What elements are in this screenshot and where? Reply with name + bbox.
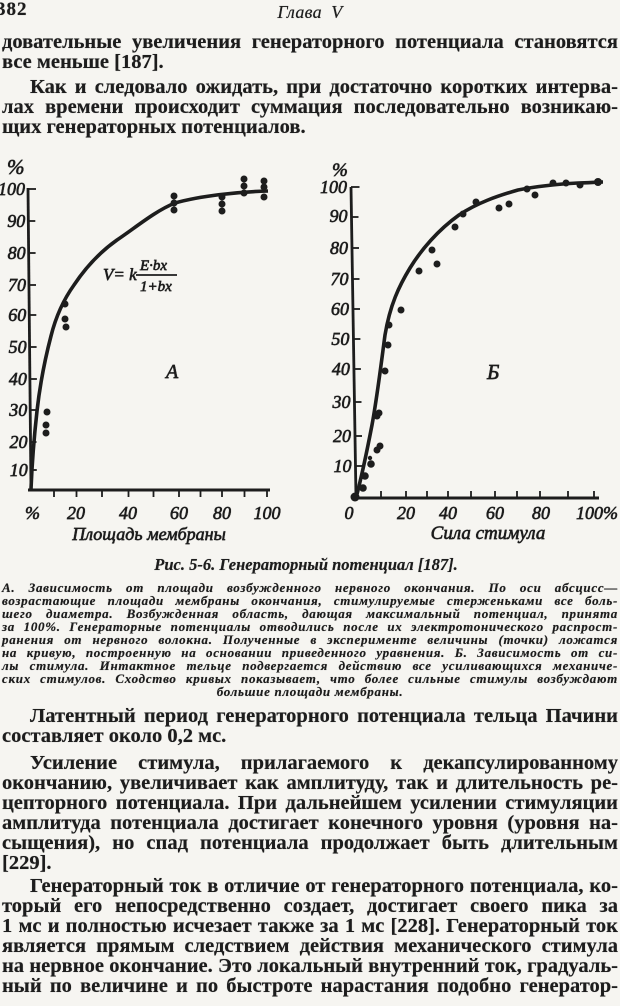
svg-text:20: 20 (10, 432, 28, 452)
svg-text:40: 40 (119, 503, 137, 523)
svg-text:80: 80 (532, 503, 550, 523)
svg-text:%: % (332, 160, 348, 181)
svg-text:%: % (7, 155, 25, 179)
svg-text:Сила стимула: Сила стимула (431, 523, 546, 544)
svg-text:50: 50 (9, 337, 27, 357)
svg-text:10: 10 (334, 456, 352, 476)
svg-text:80: 80 (330, 238, 348, 258)
svg-text:50: 50 (331, 329, 349, 349)
svg-text:60: 60 (170, 503, 188, 523)
svg-text:V= k: V= k (103, 265, 137, 284)
svg-text:60: 60 (331, 299, 349, 319)
svg-text:100: 100 (0, 179, 25, 199)
svg-text:10: 10 (10, 460, 28, 480)
svg-text:A: A (164, 361, 179, 383)
svg-text:20: 20 (333, 426, 351, 446)
svg-text:80: 80 (8, 243, 26, 263)
svg-text:Площадь мембраны: Площадь мембраны (71, 524, 226, 544)
svg-text:0: 0 (345, 503, 354, 523)
svg-text:20: 20 (397, 503, 415, 523)
svg-text:100: 100 (320, 177, 347, 197)
svg-text:Б: Б (486, 360, 499, 384)
svg-text:90: 90 (330, 206, 348, 226)
svg-text:100%: 100% (576, 503, 618, 523)
svg-text:90: 90 (7, 211, 25, 231)
svg-text:70: 70 (8, 275, 26, 295)
svg-text:1+bx: 1+bx (140, 279, 172, 295)
svg-text:30: 30 (332, 392, 351, 412)
svg-text:60: 60 (8, 305, 26, 325)
svg-text:100: 100 (254, 503, 281, 523)
svg-text:40: 40 (439, 503, 457, 523)
svg-text:70: 70 (331, 269, 349, 289)
svg-text:60: 60 (486, 503, 504, 523)
svg-text:%: % (25, 503, 40, 523)
svg-text:20: 20 (67, 503, 85, 523)
svg-text:E·bx: E·bx (139, 258, 167, 274)
svg-text:40: 40 (332, 359, 350, 379)
svg-text:30: 30 (8, 400, 27, 420)
svg-text:40: 40 (9, 369, 27, 389)
svg-text:80: 80 (213, 503, 231, 523)
